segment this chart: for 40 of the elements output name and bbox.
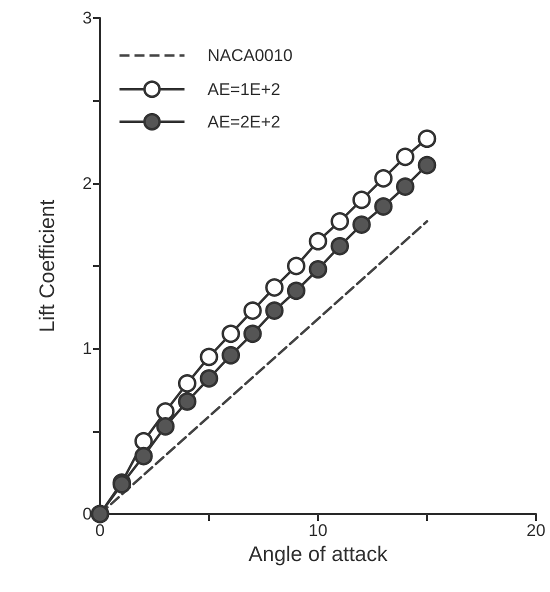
legend-label: AE=1E+2 <box>208 80 280 99</box>
point <box>308 232 328 250</box>
point <box>243 324 262 344</box>
point <box>243 301 262 320</box>
point <box>222 346 240 365</box>
point <box>352 190 371 210</box>
point <box>156 402 175 421</box>
point <box>418 129 436 148</box>
point <box>374 169 393 188</box>
point <box>156 417 175 436</box>
point <box>286 256 306 276</box>
point <box>330 236 350 256</box>
point <box>134 446 153 466</box>
legend-label: NACA0010 <box>208 46 293 65</box>
point <box>286 282 306 300</box>
point <box>396 148 414 166</box>
point <box>265 301 284 320</box>
point <box>178 374 196 393</box>
x-tick-label: 20 <box>526 521 546 540</box>
point <box>265 278 284 297</box>
point <box>134 432 153 450</box>
point <box>200 348 218 366</box>
y-tick-label: 0 <box>82 504 92 524</box>
y-tick-label: 3 <box>82 8 92 28</box>
point <box>200 369 218 388</box>
y-axis-title: Lift Coefficient <box>36 199 59 332</box>
x-tick-label: 10 <box>308 521 328 540</box>
point <box>308 260 328 279</box>
point <box>396 177 414 196</box>
point <box>178 392 196 411</box>
y-tick-label: 1 <box>82 339 92 358</box>
x-axis-title: Angle of attack <box>248 542 388 566</box>
legend-label: AE=2E+2 <box>208 112 280 132</box>
point <box>418 156 436 174</box>
point <box>374 197 393 216</box>
point <box>352 215 371 234</box>
y-tick-label: 2 <box>82 174 92 193</box>
point <box>330 212 350 231</box>
point <box>222 324 240 344</box>
x-tick-label: 0 <box>95 521 105 540</box>
